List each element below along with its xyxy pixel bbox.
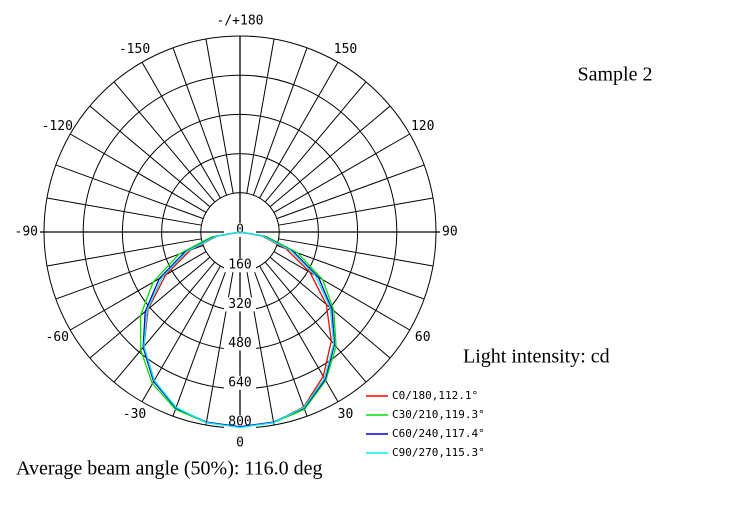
grid-spoke [141, 265, 221, 402]
grid-spoke [278, 238, 434, 267]
grid-spoke [70, 133, 207, 213]
grid-spoke [113, 261, 216, 383]
label-bg [224, 375, 256, 390]
legend-label: C30/210,119.3° [392, 408, 485, 421]
intensity-curve [143, 231, 335, 429]
unit-label: Light intensity: cd [463, 346, 610, 368]
beam-angle-note: Average beam angle (50%): 116.0 deg [16, 458, 323, 480]
grid-spoke [89, 105, 211, 208]
legend-label: C60/240,117.4° [392, 427, 485, 440]
angle-label: -30 [123, 407, 146, 422]
angle-label: 120 [411, 119, 434, 134]
label-bg [224, 336, 256, 351]
grid-spoke [89, 256, 211, 359]
grid-spoke [264, 261, 367, 383]
grid-spoke [264, 81, 367, 203]
legend-label: C0/180,112.1° [392, 389, 478, 402]
grid-spoke [278, 197, 434, 226]
label-bg [224, 297, 256, 312]
grid-spoke [252, 268, 308, 417]
grid-spoke [252, 47, 308, 196]
angle-label: 60 [415, 330, 431, 345]
grid-spoke [205, 270, 234, 426]
angle-label: -150 [119, 42, 150, 57]
grid-spoke [46, 197, 202, 226]
angle-label: 30 [338, 407, 354, 422]
grid-spoke [55, 164, 204, 220]
r-tick-label: 480 [228, 336, 251, 351]
grid-spoke [141, 62, 221, 199]
grid-spoke [276, 164, 425, 220]
grid-spoke [172, 268, 228, 417]
grid-spoke [46, 238, 202, 267]
angle-label: -120 [42, 119, 73, 134]
grid-spoke [172, 47, 228, 196]
grid-spoke [259, 62, 339, 199]
r-tick-label: 320 [228, 297, 251, 312]
angle-label: -60 [46, 330, 69, 345]
r-tick-label: 0 [236, 223, 244, 238]
angle-label: -90 [15, 225, 38, 240]
grid-spoke [246, 38, 275, 194]
chart-title: Sample 2 [578, 64, 653, 86]
grid-spoke [113, 81, 216, 203]
angle-label: 0 [236, 436, 244, 451]
grid-spoke [273, 251, 410, 331]
angle-label: 90 [442, 225, 458, 240]
grid-spoke [259, 265, 339, 402]
legend-label: C90/270,115.3° [392, 446, 485, 459]
grid-spoke [276, 244, 425, 300]
intensity-curve [142, 231, 336, 428]
grid-spoke [269, 105, 391, 208]
grid-spoke [70, 251, 207, 331]
grid-spoke [273, 133, 410, 213]
angle-label: 150 [334, 42, 357, 57]
r-tick-label: 160 [228, 258, 251, 273]
grid-spoke [246, 270, 275, 426]
r-tick-label: 640 [228, 375, 251, 390]
angle-label: -/+180 [217, 14, 264, 29]
label-bg [224, 258, 256, 273]
grid-spoke [205, 38, 234, 194]
